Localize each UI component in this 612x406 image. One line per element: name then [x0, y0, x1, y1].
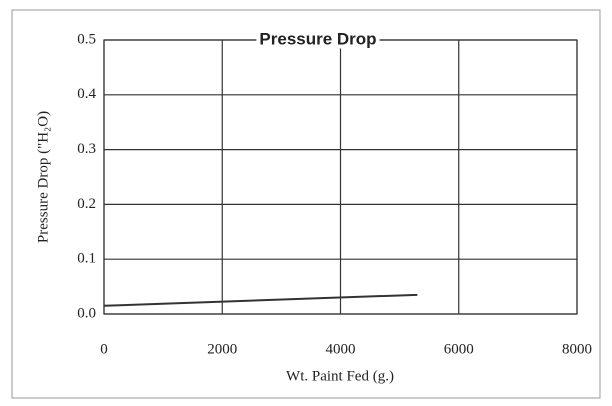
x-axis-label: Wt. Paint Fed (g.)	[286, 368, 394, 384]
chart-title: Pressure Drop	[259, 29, 376, 48]
x-tick-label: 0	[100, 341, 108, 357]
x-tick-label: 6000	[444, 341, 474, 357]
y-tick-label: 0.5	[77, 31, 96, 47]
x-tick-label: 8000	[562, 341, 592, 357]
y-tick-label: 0.1	[77, 251, 96, 267]
title-background	[256, 29, 380, 49]
y-tick-label: 0.0	[77, 305, 96, 321]
x-tick-label: 4000	[326, 341, 356, 357]
y-axis-label: Pressure Drop ("H₂O)	[35, 111, 51, 243]
x-tick-label: 2000	[207, 341, 237, 357]
y-tick-label: 0.3	[77, 141, 96, 157]
line	[103, 293, 418, 307]
y-tick-label: 0.4	[77, 86, 96, 102]
y-tick-label: 0.2	[77, 196, 96, 212]
